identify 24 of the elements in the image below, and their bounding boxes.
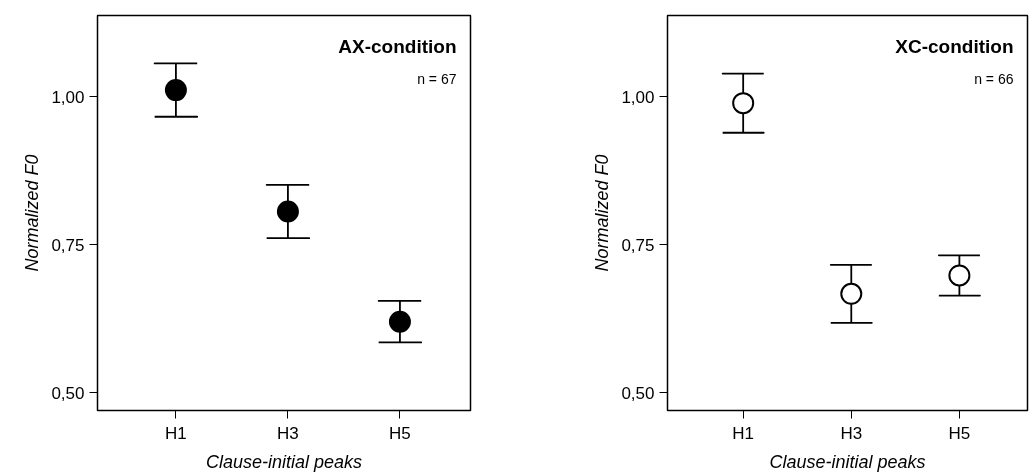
- y-tick-label: 1,00: [621, 87, 655, 107]
- point: [164, 79, 187, 102]
- text: XC-condition: [895, 35, 1014, 57]
- y-tick-label: 0,75: [621, 235, 655, 255]
- annotation: n = 66: [974, 70, 1014, 87]
- x-tick-label: H5: [389, 423, 411, 443]
- x-tick-label: H3: [277, 423, 299, 443]
- text: AX-condition: [338, 35, 457, 57]
- x-tick-label: H5: [948, 423, 971, 443]
- y-tick-label: 0,50: [621, 383, 655, 403]
- x-tick-label: H3: [840, 423, 863, 443]
- annotation: n = 67: [417, 70, 457, 87]
- point: [276, 200, 299, 223]
- y-tick-label: 0,75: [51, 235, 85, 255]
- y-axis-title: Normalized F0: [592, 154, 613, 272]
- x-axis-title: Clause-initial peaks: [769, 451, 926, 472]
- point: [840, 282, 863, 305]
- x-tick-label: H1: [732, 423, 755, 443]
- y-axis-title: Normalized F0: [22, 154, 43, 272]
- x-axis-title: Clause-initial peaks: [205, 451, 363, 472]
- x-tick-label: H1: [165, 423, 187, 443]
- point: [732, 92, 755, 115]
- y-tick-label: 0,50: [51, 383, 85, 403]
- y-tick-label: 1,00: [51, 87, 85, 107]
